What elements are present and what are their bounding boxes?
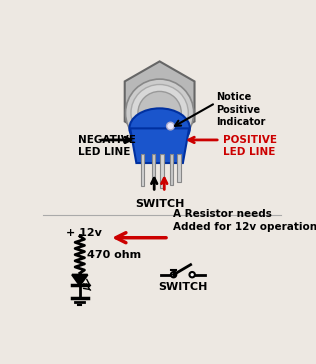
Circle shape <box>138 91 181 135</box>
Text: SWITCH: SWITCH <box>158 282 208 292</box>
Text: + 12v: + 12v <box>66 228 102 238</box>
Text: SWITCH: SWITCH <box>135 199 184 209</box>
Polygon shape <box>130 128 189 163</box>
Circle shape <box>190 272 195 277</box>
Text: 470 ohm: 470 ohm <box>87 250 141 260</box>
Text: POSITIVE
LED LINE: POSITIVE LED LINE <box>223 135 277 157</box>
Circle shape <box>167 122 174 130</box>
Bar <box>141 154 144 186</box>
Text: A Resistor needs
Added for 12v operation: A Resistor needs Added for 12v operation <box>173 209 316 232</box>
Text: Notice
Positive
Indicator: Notice Positive Indicator <box>216 92 265 127</box>
Circle shape <box>131 84 188 142</box>
Polygon shape <box>125 62 195 142</box>
Circle shape <box>171 272 176 277</box>
Ellipse shape <box>129 108 190 149</box>
Text: NEGATIVE
LED LINE: NEGATIVE LED LINE <box>78 135 136 157</box>
Circle shape <box>125 79 194 147</box>
Bar <box>170 154 173 185</box>
Polygon shape <box>72 275 88 285</box>
Bar <box>178 154 180 182</box>
Bar <box>152 154 155 183</box>
Bar <box>161 154 163 189</box>
